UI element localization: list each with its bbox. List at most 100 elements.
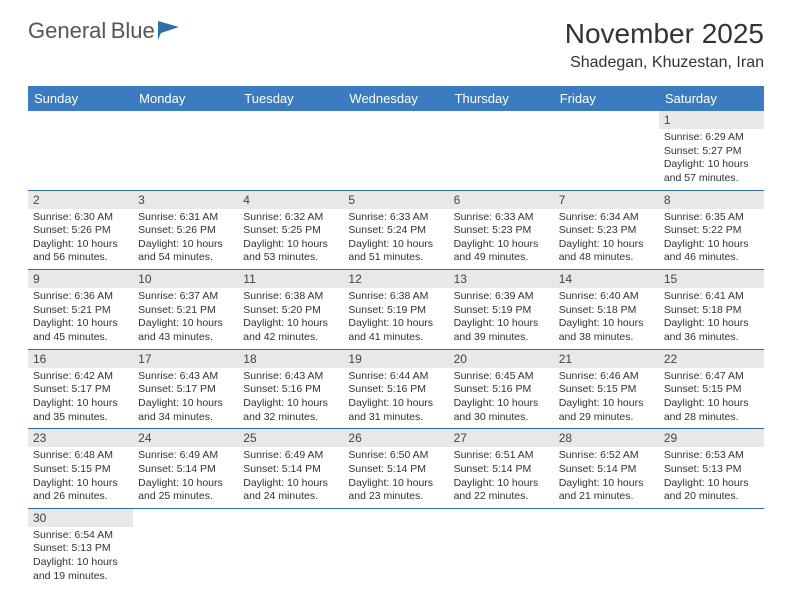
day-number: 7 bbox=[554, 191, 659, 209]
day-content: Sunrise: 6:52 AMSunset: 5:14 PMDaylight:… bbox=[554, 447, 659, 508]
day-content: Sunrise: 6:29 AMSunset: 5:27 PMDaylight:… bbox=[659, 129, 764, 190]
calendar-cell: 8Sunrise: 6:35 AMSunset: 5:22 PMDaylight… bbox=[659, 190, 764, 270]
day-number: 11 bbox=[238, 270, 343, 288]
day-number: 17 bbox=[133, 350, 238, 368]
day-content: Sunrise: 6:45 AMSunset: 5:16 PMDaylight:… bbox=[449, 368, 554, 429]
calendar-cell: 28Sunrise: 6:52 AMSunset: 5:14 PMDayligh… bbox=[554, 429, 659, 509]
day-number: 6 bbox=[449, 191, 554, 209]
day-number: 15 bbox=[659, 270, 764, 288]
day-number: 2 bbox=[28, 191, 133, 209]
calendar-cell bbox=[554, 508, 659, 587]
calendar-cell bbox=[133, 508, 238, 587]
calendar-cell bbox=[449, 111, 554, 190]
day-content: Sunrise: 6:44 AMSunset: 5:16 PMDaylight:… bbox=[343, 368, 448, 429]
day-number: 19 bbox=[343, 350, 448, 368]
day-header-row: Sunday Monday Tuesday Wednesday Thursday… bbox=[28, 86, 764, 111]
day-number: 25 bbox=[238, 429, 343, 447]
day-number: 3 bbox=[133, 191, 238, 209]
calendar-cell: 27Sunrise: 6:51 AMSunset: 5:14 PMDayligh… bbox=[449, 429, 554, 509]
day-content: Sunrise: 6:50 AMSunset: 5:14 PMDaylight:… bbox=[343, 447, 448, 508]
calendar-cell: 19Sunrise: 6:44 AMSunset: 5:16 PMDayligh… bbox=[343, 349, 448, 429]
day-content: Sunrise: 6:33 AMSunset: 5:24 PMDaylight:… bbox=[343, 209, 448, 270]
day-content: Sunrise: 6:31 AMSunset: 5:26 PMDaylight:… bbox=[133, 209, 238, 270]
calendar-week: 16Sunrise: 6:42 AMSunset: 5:17 PMDayligh… bbox=[28, 349, 764, 429]
calendar-week: 1Sunrise: 6:29 AMSunset: 5:27 PMDaylight… bbox=[28, 111, 764, 190]
calendar-cell bbox=[28, 111, 133, 190]
day-number: 1 bbox=[659, 111, 764, 129]
day-content: Sunrise: 6:38 AMSunset: 5:19 PMDaylight:… bbox=[343, 288, 448, 349]
calendar-cell: 17Sunrise: 6:43 AMSunset: 5:17 PMDayligh… bbox=[133, 349, 238, 429]
day-number: 21 bbox=[554, 350, 659, 368]
day-content: Sunrise: 6:32 AMSunset: 5:25 PMDaylight:… bbox=[238, 209, 343, 270]
logo-text-blue: Blue bbox=[111, 18, 155, 43]
day-number: 29 bbox=[659, 429, 764, 447]
day-header: Sunday bbox=[28, 86, 133, 111]
calendar-cell: 26Sunrise: 6:50 AMSunset: 5:14 PMDayligh… bbox=[343, 429, 448, 509]
calendar-cell: 23Sunrise: 6:48 AMSunset: 5:15 PMDayligh… bbox=[28, 429, 133, 509]
day-number: 20 bbox=[449, 350, 554, 368]
day-number: 12 bbox=[343, 270, 448, 288]
day-content: Sunrise: 6:43 AMSunset: 5:16 PMDaylight:… bbox=[238, 368, 343, 429]
calendar-cell: 24Sunrise: 6:49 AMSunset: 5:14 PMDayligh… bbox=[133, 429, 238, 509]
logo: General Blue bbox=[28, 18, 185, 47]
day-content: Sunrise: 6:40 AMSunset: 5:18 PMDaylight:… bbox=[554, 288, 659, 349]
calendar-cell: 3Sunrise: 6:31 AMSunset: 5:26 PMDaylight… bbox=[133, 190, 238, 270]
day-number: 13 bbox=[449, 270, 554, 288]
calendar-cell: 16Sunrise: 6:42 AMSunset: 5:17 PMDayligh… bbox=[28, 349, 133, 429]
day-number: 8 bbox=[659, 191, 764, 209]
day-content: Sunrise: 6:33 AMSunset: 5:23 PMDaylight:… bbox=[449, 209, 554, 270]
flag-icon bbox=[157, 20, 185, 47]
calendar-cell: 5Sunrise: 6:33 AMSunset: 5:24 PMDaylight… bbox=[343, 190, 448, 270]
day-header: Friday bbox=[554, 86, 659, 111]
day-content: Sunrise: 6:47 AMSunset: 5:15 PMDaylight:… bbox=[659, 368, 764, 429]
calendar-cell bbox=[133, 111, 238, 190]
day-content: Sunrise: 6:43 AMSunset: 5:17 PMDaylight:… bbox=[133, 368, 238, 429]
day-number: 26 bbox=[343, 429, 448, 447]
day-content: Sunrise: 6:35 AMSunset: 5:22 PMDaylight:… bbox=[659, 209, 764, 270]
calendar-cell: 18Sunrise: 6:43 AMSunset: 5:16 PMDayligh… bbox=[238, 349, 343, 429]
calendar-cell: 12Sunrise: 6:38 AMSunset: 5:19 PMDayligh… bbox=[343, 270, 448, 350]
calendar-cell: 11Sunrise: 6:38 AMSunset: 5:20 PMDayligh… bbox=[238, 270, 343, 350]
calendar-cell: 21Sunrise: 6:46 AMSunset: 5:15 PMDayligh… bbox=[554, 349, 659, 429]
calendar-cell bbox=[238, 508, 343, 587]
page: General Blue November 2025 Shadegan, Khu… bbox=[0, 0, 792, 605]
day-header: Wednesday bbox=[343, 86, 448, 111]
day-content: Sunrise: 6:30 AMSunset: 5:26 PMDaylight:… bbox=[28, 209, 133, 270]
day-content: Sunrise: 6:39 AMSunset: 5:19 PMDaylight:… bbox=[449, 288, 554, 349]
day-header: Saturday bbox=[659, 86, 764, 111]
calendar-cell: 29Sunrise: 6:53 AMSunset: 5:13 PMDayligh… bbox=[659, 429, 764, 509]
calendar-cell: 6Sunrise: 6:33 AMSunset: 5:23 PMDaylight… bbox=[449, 190, 554, 270]
day-content: Sunrise: 6:36 AMSunset: 5:21 PMDaylight:… bbox=[28, 288, 133, 349]
calendar-week: 9Sunrise: 6:36 AMSunset: 5:21 PMDaylight… bbox=[28, 270, 764, 350]
day-number: 18 bbox=[238, 350, 343, 368]
calendar-cell: 4Sunrise: 6:32 AMSunset: 5:25 PMDaylight… bbox=[238, 190, 343, 270]
day-content: Sunrise: 6:46 AMSunset: 5:15 PMDaylight:… bbox=[554, 368, 659, 429]
calendar-week: 30Sunrise: 6:54 AMSunset: 5:13 PMDayligh… bbox=[28, 508, 764, 587]
day-content: Sunrise: 6:38 AMSunset: 5:20 PMDaylight:… bbox=[238, 288, 343, 349]
day-content: Sunrise: 6:41 AMSunset: 5:18 PMDaylight:… bbox=[659, 288, 764, 349]
day-header: Thursday bbox=[449, 86, 554, 111]
calendar-cell bbox=[449, 508, 554, 587]
calendar-cell: 13Sunrise: 6:39 AMSunset: 5:19 PMDayligh… bbox=[449, 270, 554, 350]
day-number: 22 bbox=[659, 350, 764, 368]
day-content: Sunrise: 6:51 AMSunset: 5:14 PMDaylight:… bbox=[449, 447, 554, 508]
calendar-cell: 10Sunrise: 6:37 AMSunset: 5:21 PMDayligh… bbox=[133, 270, 238, 350]
calendar-cell: 30Sunrise: 6:54 AMSunset: 5:13 PMDayligh… bbox=[28, 508, 133, 587]
day-number: 16 bbox=[28, 350, 133, 368]
day-number: 9 bbox=[28, 270, 133, 288]
day-content: Sunrise: 6:42 AMSunset: 5:17 PMDaylight:… bbox=[28, 368, 133, 429]
day-content: Sunrise: 6:54 AMSunset: 5:13 PMDaylight:… bbox=[28, 527, 133, 588]
calendar-cell bbox=[238, 111, 343, 190]
calendar-cell bbox=[343, 508, 448, 587]
day-content: Sunrise: 6:34 AMSunset: 5:23 PMDaylight:… bbox=[554, 209, 659, 270]
day-number: 23 bbox=[28, 429, 133, 447]
calendar-week: 23Sunrise: 6:48 AMSunset: 5:15 PMDayligh… bbox=[28, 429, 764, 509]
day-number: 28 bbox=[554, 429, 659, 447]
day-content: Sunrise: 6:49 AMSunset: 5:14 PMDaylight:… bbox=[238, 447, 343, 508]
day-number: 24 bbox=[133, 429, 238, 447]
day-number: 27 bbox=[449, 429, 554, 447]
location: Shadegan, Khuzestan, Iran bbox=[565, 54, 764, 72]
day-content: Sunrise: 6:53 AMSunset: 5:13 PMDaylight:… bbox=[659, 447, 764, 508]
day-header: Tuesday bbox=[238, 86, 343, 111]
calendar-cell: 22Sunrise: 6:47 AMSunset: 5:15 PMDayligh… bbox=[659, 349, 764, 429]
